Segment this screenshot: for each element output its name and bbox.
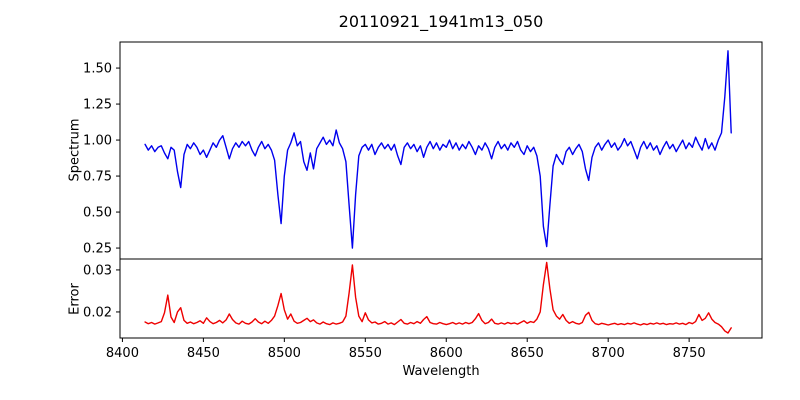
error-line xyxy=(144,261,732,334)
x-axis-label: Wavelength xyxy=(402,364,480,379)
spectrum-panel-border xyxy=(119,41,763,260)
x-tick-label: 8550 xyxy=(349,346,382,361)
spectrum-y-tick-label: 1.50 xyxy=(83,62,112,77)
spectrum-y-tick-label: 0.50 xyxy=(83,206,112,221)
x-tick-label: 8450 xyxy=(187,346,220,361)
x-tick-label: 8500 xyxy=(268,346,301,361)
x-tick-label: 8700 xyxy=(592,346,625,361)
error-y-tick-label: 0.03 xyxy=(83,263,112,278)
x-tick-label: 8600 xyxy=(430,346,463,361)
spectrum-line xyxy=(144,50,732,249)
x-tick-label: 8750 xyxy=(673,346,706,361)
spectrum-y-tick-label: 1.25 xyxy=(83,98,112,113)
chart-title: 20110921_1941m13_050 xyxy=(338,12,544,31)
spectrum-y-tick-label: 1.00 xyxy=(83,134,112,149)
error-y-tick-label: 0.02 xyxy=(83,305,112,320)
error-panel-border xyxy=(119,258,763,339)
x-tick-label: 8650 xyxy=(511,346,544,361)
x-tick-label: 8400 xyxy=(106,346,139,361)
spectrum-y-tick-label: 0.75 xyxy=(83,170,112,185)
spectrum-y-tick-label: 0.25 xyxy=(83,242,112,257)
